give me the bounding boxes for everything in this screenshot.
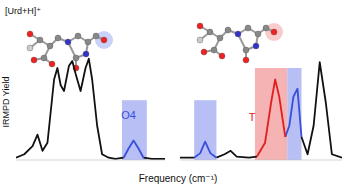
spectrum-line <box>16 59 165 159</box>
atom <box>211 47 217 53</box>
atom <box>197 23 203 29</box>
molecule <box>197 23 283 63</box>
atom <box>41 55 47 61</box>
spectrum-line <box>194 89 301 158</box>
atom <box>243 57 249 63</box>
atom <box>85 39 91 45</box>
shaded-region <box>122 100 147 160</box>
atom <box>37 37 43 43</box>
atom <box>263 25 269 31</box>
atom <box>73 55 79 61</box>
atom <box>101 37 107 43</box>
spectrum-line <box>180 62 342 157</box>
figure: O4 [Urd+H]⁺ IRMPD Yield Frequency (cm⁻¹) T <box>0 0 346 189</box>
x-label: Frequency (cm⁻¹) <box>139 173 218 184</box>
atom <box>55 35 61 41</box>
atom <box>49 61 55 67</box>
atom <box>93 33 99 39</box>
atom <box>271 29 277 35</box>
spectrum-line <box>124 140 144 157</box>
plot-area <box>180 62 342 160</box>
atom <box>83 51 89 57</box>
title: [Urd+H]⁺ <box>5 6 41 16</box>
atom <box>245 25 251 31</box>
annotation: O4 <box>121 109 136 121</box>
atom <box>253 43 259 49</box>
atom <box>27 45 33 51</box>
spectrum-line <box>257 80 285 157</box>
atom <box>235 31 241 37</box>
atom <box>197 37 203 43</box>
atom <box>75 33 81 39</box>
atom <box>217 35 223 41</box>
atom <box>47 43 53 49</box>
atom <box>243 47 249 53</box>
shaded-region <box>255 68 287 160</box>
atom <box>31 57 37 63</box>
shaded-region <box>194 100 216 160</box>
y-label: IRMPD Yield <box>1 76 11 127</box>
atom <box>207 29 213 35</box>
annotation: T <box>249 111 256 123</box>
plot-area <box>16 59 165 160</box>
atom <box>27 31 33 37</box>
atom <box>225 27 231 33</box>
atom <box>65 39 71 45</box>
atom <box>219 53 225 59</box>
atom <box>201 49 207 55</box>
x-axis <box>16 160 165 161</box>
x-axis <box>180 160 342 161</box>
atom <box>255 31 261 37</box>
